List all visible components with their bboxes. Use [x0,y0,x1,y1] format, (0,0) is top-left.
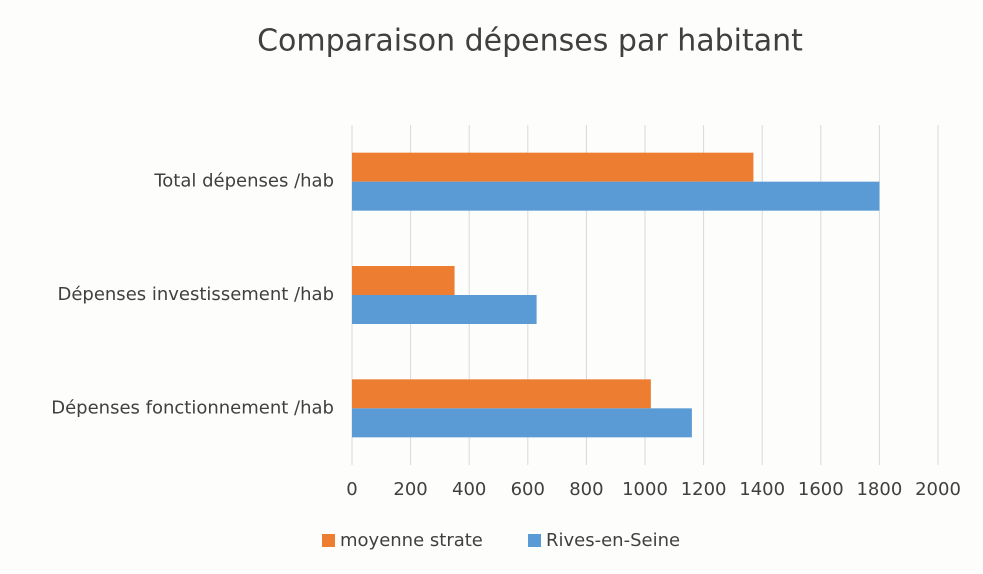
legend-label: Rives-en-Seine [546,530,680,551]
legend-label: moyenne strate [340,530,483,551]
x-tick-label: 2000 [915,479,961,500]
bar [352,408,692,438]
y-tick-label: Total dépenses /hab [153,171,334,192]
x-tick-label: 400 [452,479,486,500]
x-tick-label: 200 [393,479,427,500]
bar [352,295,537,324]
y-tick-label: Dépenses fonctionnement /hab [51,397,334,418]
x-tick-label: 1200 [681,479,727,500]
bar [352,379,651,409]
bar [352,181,880,211]
x-tick-label: 1000 [622,479,668,500]
x-tick-label: 1400 [739,479,785,500]
x-tick-label: 800 [569,479,603,500]
x-tick-label: 1800 [856,479,902,500]
y-tick-label: Dépenses investissement /hab [57,284,334,305]
x-tick-label: 0 [346,479,357,500]
bar [352,266,455,295]
legend-swatch [322,534,335,547]
legend-swatch [528,534,541,547]
bar [352,152,754,182]
x-tick-label: 600 [511,479,545,500]
x-tick-label: 1600 [798,479,844,500]
chart-title: Comparaison dépenses par habitant [257,24,803,59]
